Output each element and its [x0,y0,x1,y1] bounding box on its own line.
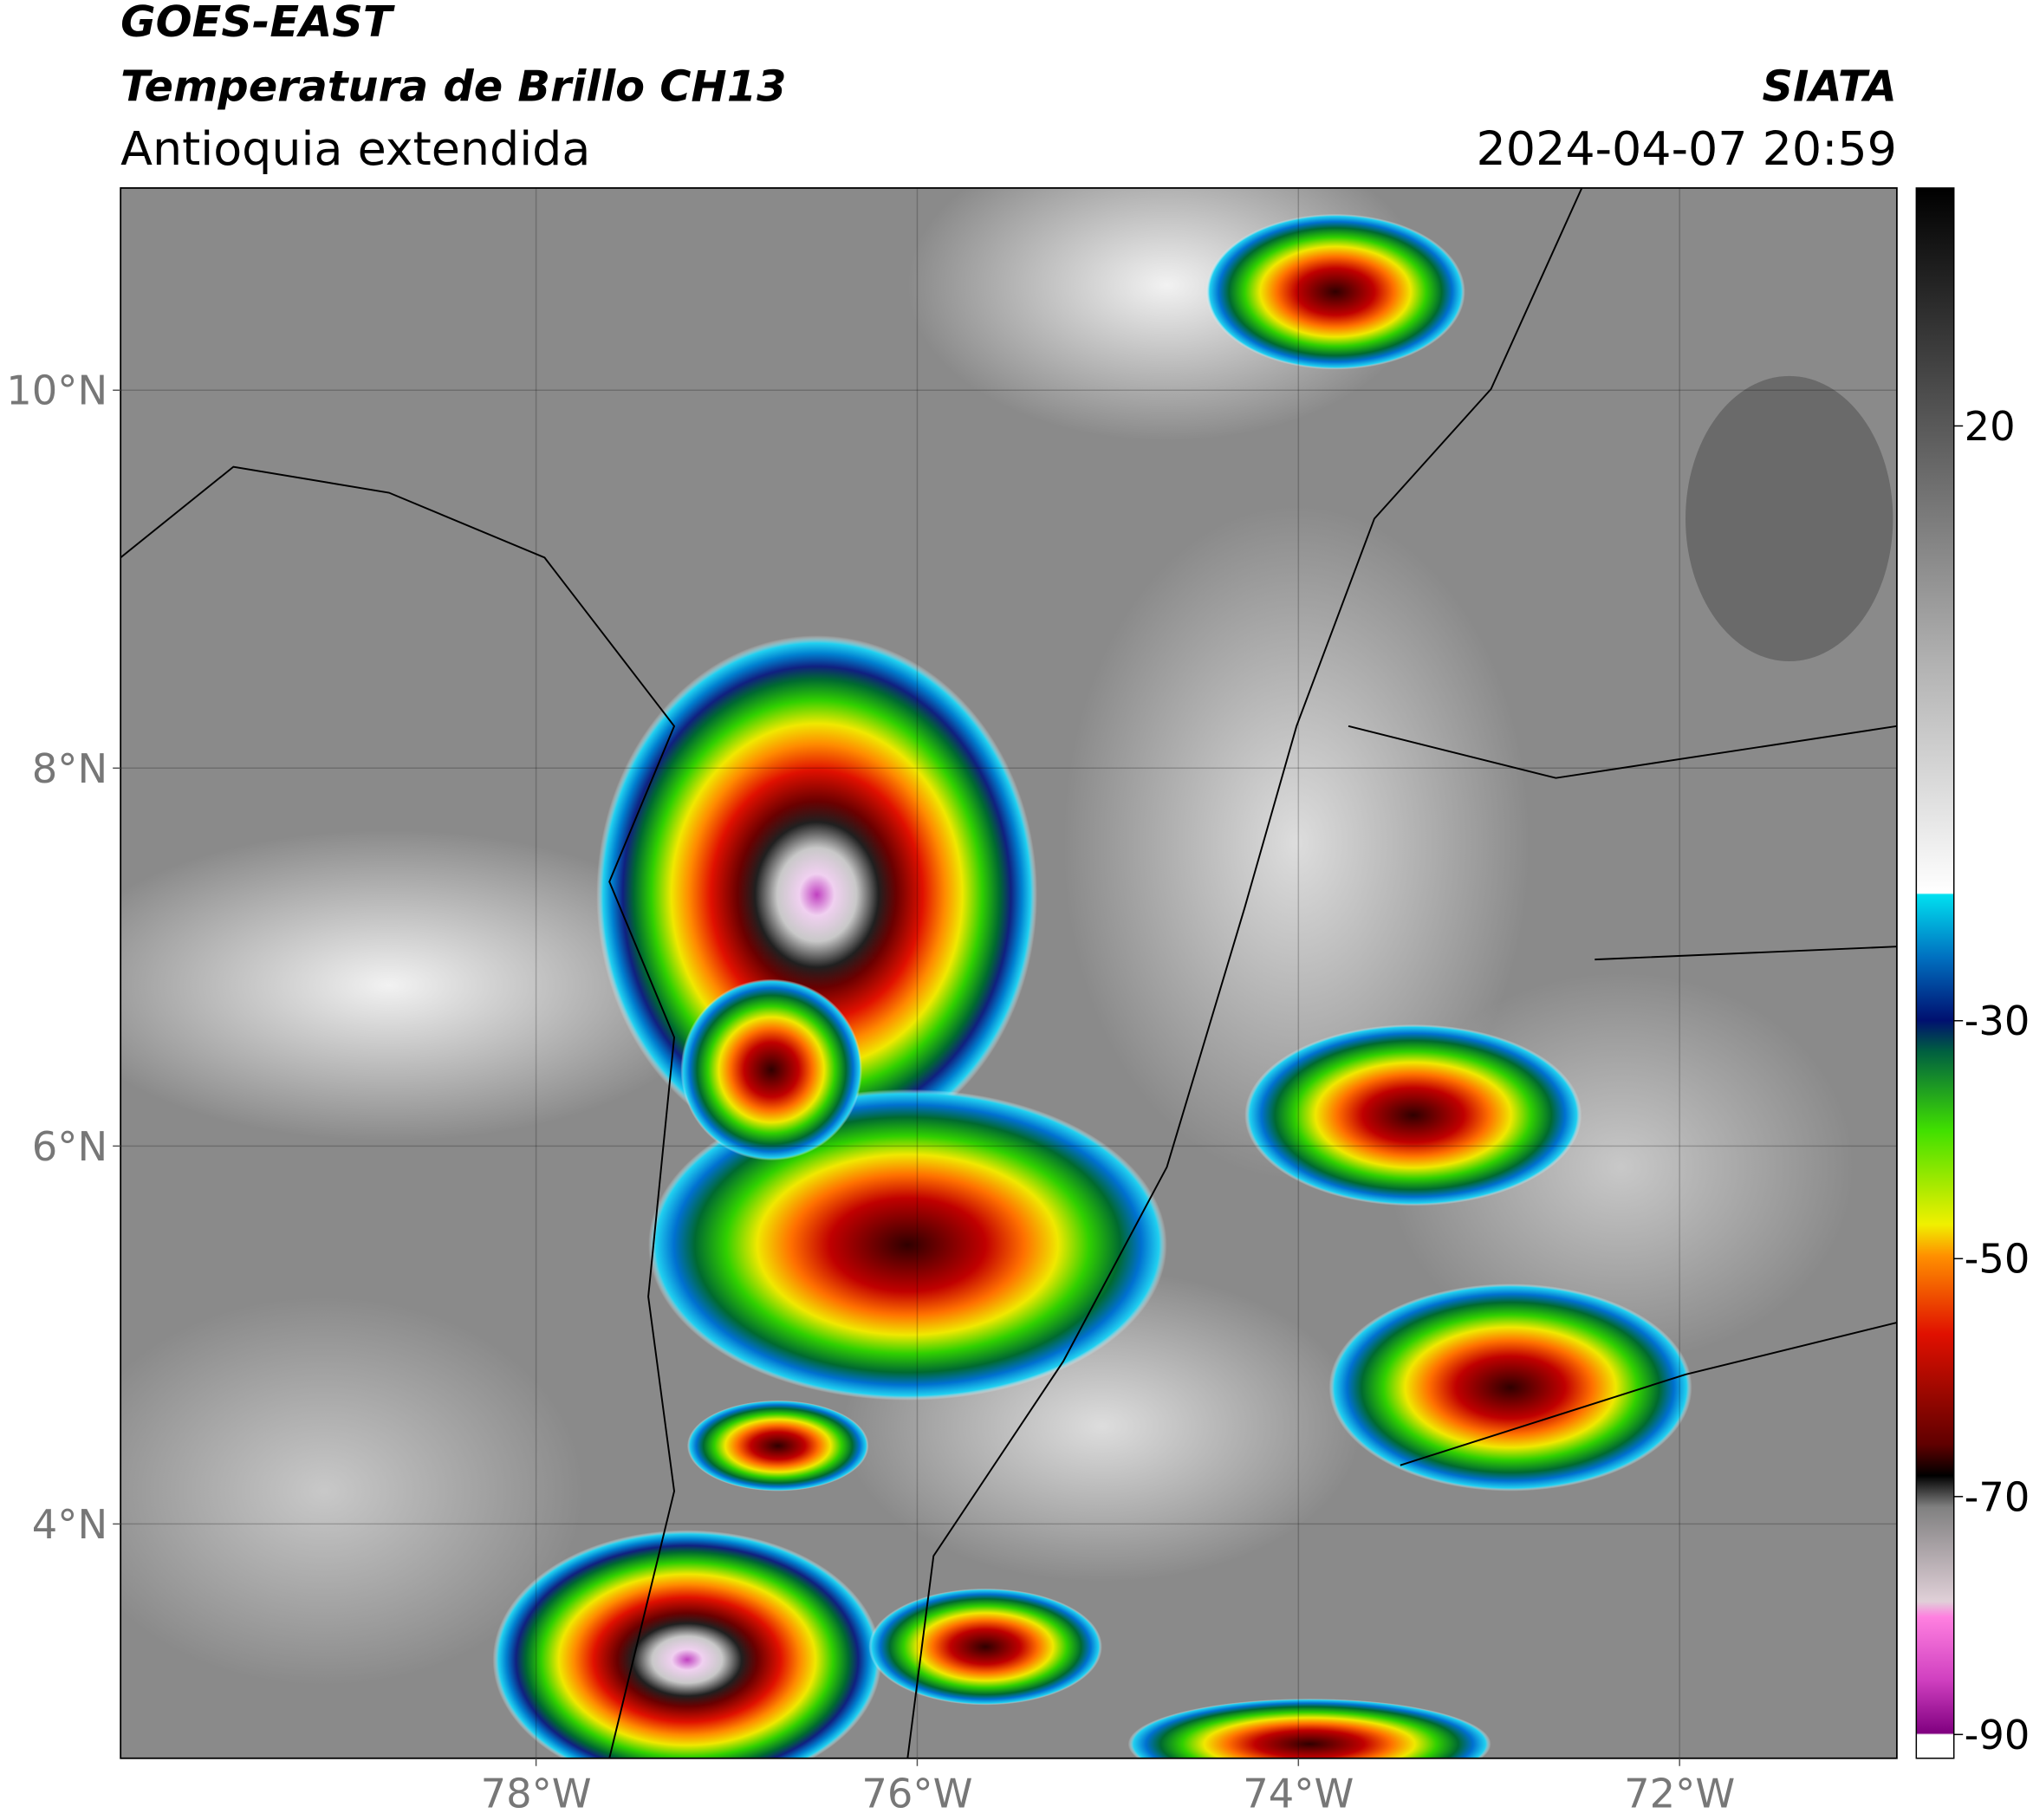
x-tick-label: 74°W [1243,1771,1354,1817]
colorbar-tick-label: -30 [1965,998,2030,1044]
y-tick-label: 10°N [6,367,107,414]
colorbar [1915,187,1955,1759]
x-tick-label: 76°W [861,1771,972,1817]
x-tick-label: 78°W [481,1771,592,1817]
datetime: 2024-04-07 20:59 [1477,121,1897,176]
colorbar-tick-label: 20 [1965,403,2016,450]
source: SIATA [1762,62,1896,112]
y-tick-label: 6°N [32,1123,107,1170]
colorbar-tick-label: -70 [1965,1473,2030,1520]
subtitle: Temperatura de Brillo CH13 [120,62,786,112]
title: GOES-EAST [120,0,395,47]
colorbar-tick-label: -90 [1965,1712,2030,1758]
colorbar-tick-label: -50 [1965,1236,2030,1283]
region: Antioquia extendida [120,121,590,176]
y-tick-label: 8°N [32,745,107,792]
x-tick-label: 72°W [1624,1771,1735,1817]
map-frame [120,187,1898,1759]
satellite-image [120,187,1897,1758]
y-tick-label: 4°N [32,1501,107,1548]
